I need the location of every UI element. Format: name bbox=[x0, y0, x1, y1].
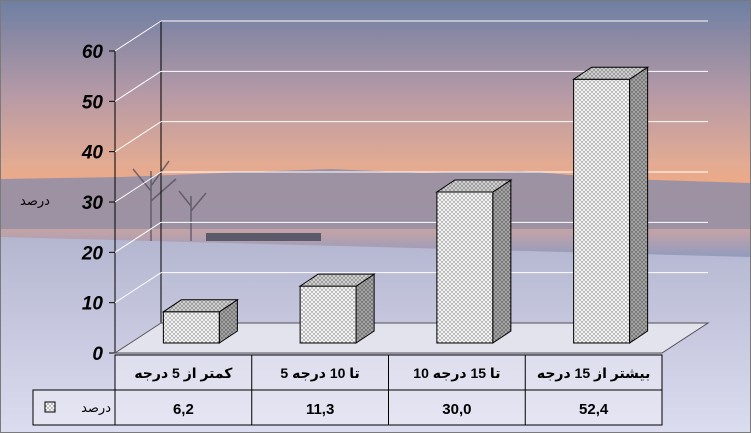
bar-front bbox=[436, 191, 494, 344]
y-tick-label: 50 bbox=[82, 92, 104, 113]
y-tick-label: 20 bbox=[81, 243, 104, 264]
category-label: تا 10 درجه 5 bbox=[280, 365, 359, 381]
gridline-side bbox=[114, 121, 162, 153]
category-label: بیشتر از 15 درجه bbox=[537, 365, 651, 382]
table-value-row bbox=[32, 389, 663, 426]
gridline-side bbox=[114, 221, 162, 253]
data-table: کمتر از 5 درجه تا 10 درجه 5 تا 15 درجه 10 ب… bbox=[32, 354, 663, 426]
bar-top bbox=[571, 66, 650, 80]
bar bbox=[161, 298, 240, 344]
bar bbox=[298, 273, 376, 344]
bar-top bbox=[298, 273, 376, 287]
y-tick-labels: 0 10 20 30 40 50 60 bbox=[81, 42, 104, 365]
y-tick-label: 60 bbox=[82, 42, 104, 63]
y-tick-label: 10 bbox=[82, 294, 104, 315]
floor-plane bbox=[113, 322, 710, 354]
chart-floor bbox=[113, 322, 710, 354]
y-axis-label: درصد bbox=[20, 193, 50, 209]
data-label: 11,3 bbox=[306, 401, 334, 418]
bar-front bbox=[299, 285, 357, 344]
legend-swatch bbox=[44, 401, 56, 413]
category-label: تا 15 درجه 10 bbox=[413, 365, 500, 381]
bar-side bbox=[492, 179, 512, 344]
data-label: 52,4 bbox=[579, 401, 609, 418]
gridline-side bbox=[114, 272, 162, 304]
bar-front bbox=[162, 311, 220, 344]
bar bbox=[435, 179, 513, 344]
data-label: 30,0 bbox=[442, 401, 471, 418]
bar bbox=[571, 66, 650, 344]
bar-side bbox=[629, 66, 649, 344]
bar-top bbox=[161, 299, 240, 313]
gridline-side bbox=[114, 171, 162, 203]
y-tick-label: 30 bbox=[82, 193, 104, 214]
gridline-side bbox=[114, 70, 162, 102]
legend-series-name: درصد bbox=[81, 400, 111, 416]
gridline-side bbox=[114, 20, 162, 52]
bar-top bbox=[435, 179, 513, 193]
bars bbox=[161, 66, 650, 344]
category-label: کمتر از 5 درجه bbox=[134, 365, 233, 382]
y-tick-label: 0 bbox=[92, 344, 103, 365]
data-label: 6,2 bbox=[173, 401, 194, 418]
y-tick-label: 40 bbox=[81, 143, 104, 164]
bar-front bbox=[573, 78, 631, 344]
